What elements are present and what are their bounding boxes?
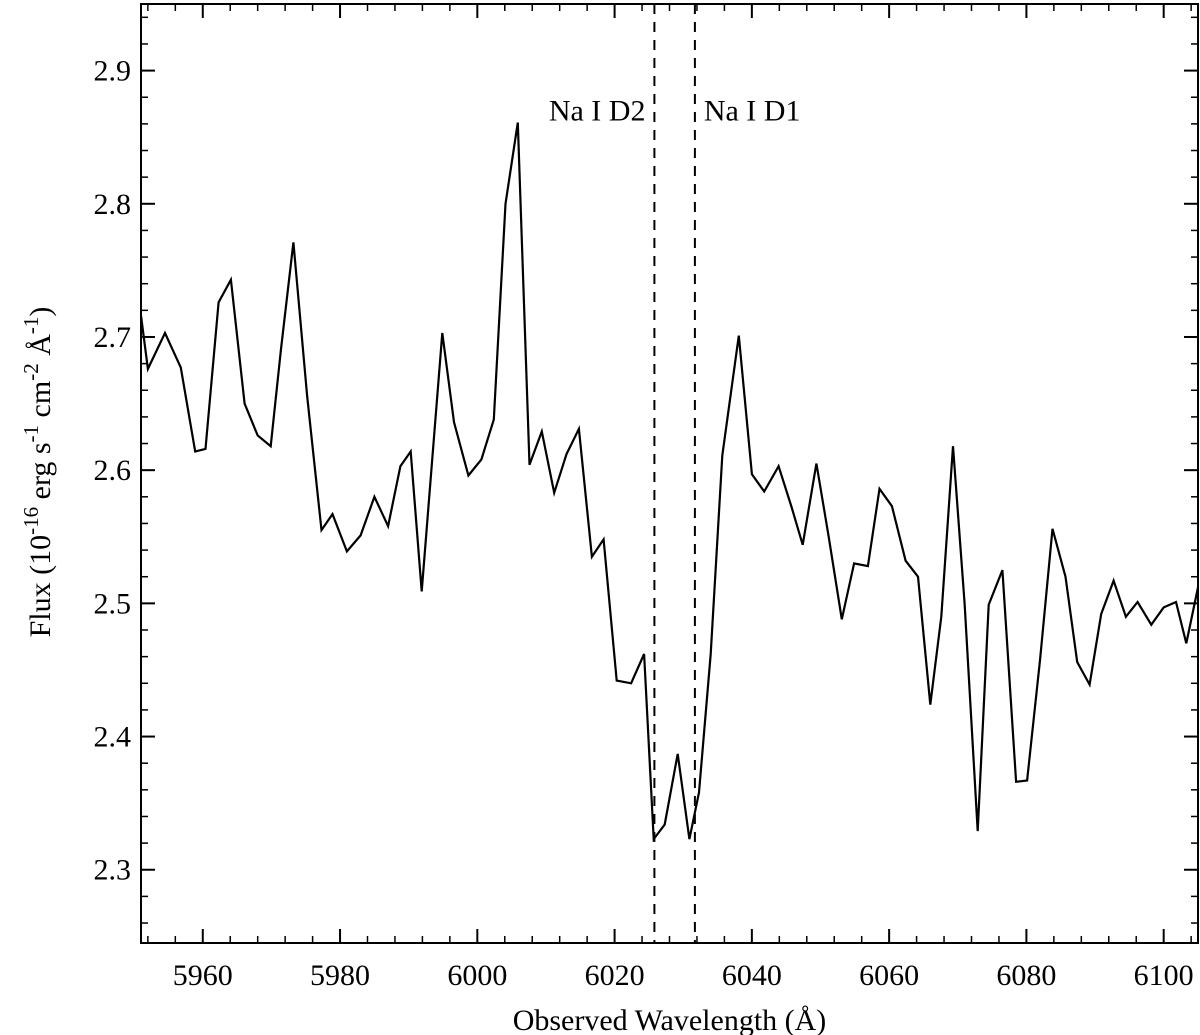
y-axis-title: Flux (10-16 erg s-1 cm-2 Å-1)	[19, 307, 57, 638]
y-tick-label: 2.9	[94, 55, 132, 88]
line-annotations: Na I D2 Na I D1	[549, 95, 801, 128]
x-tick-label: 6020	[585, 959, 645, 992]
y-tick-label: 2.8	[94, 188, 132, 221]
reference-lines	[653, 4, 696, 943]
x-axis-title: Observed Wavelength (Å)	[513, 1004, 827, 1035]
x-tick-label: 5960	[173, 959, 233, 992]
line-label: Na I D2	[549, 95, 646, 128]
x-tick-label: 6100	[1134, 959, 1194, 992]
y-tick-label: 2.6	[94, 454, 132, 487]
x-tick-label: 6000	[447, 959, 507, 992]
spectrum-line	[139, 122, 1200, 843]
x-tick-label: 6040	[722, 959, 782, 992]
x-tick-label: 6080	[996, 959, 1056, 992]
line-label: Na I D1	[704, 95, 801, 128]
x-tick-label: 5980	[310, 959, 370, 992]
axis-ticks	[141, 4, 1198, 943]
y-tick-label: 2.3	[94, 854, 132, 887]
y-tick-label: 2.7	[94, 321, 132, 354]
y-tick-label: 2.5	[94, 587, 132, 620]
tick-labels: 5960 5980 6000 6020 6040 6060 6080 6100 2.3 2.4 2.…	[94, 55, 1194, 992]
x-tick-label: 6060	[859, 959, 919, 992]
y-tick-label: 2.4	[94, 721, 132, 754]
